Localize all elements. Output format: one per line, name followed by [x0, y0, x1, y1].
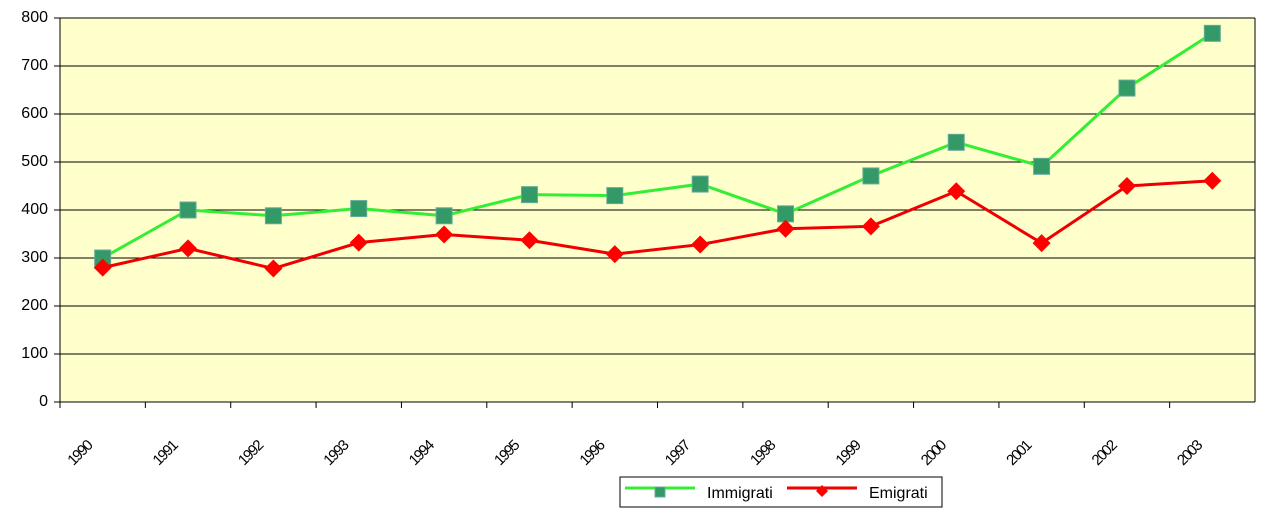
legend-box	[619, 476, 943, 508]
marker	[861, 217, 880, 236]
x-tick-label: 1992	[235, 437, 267, 469]
marker	[1117, 177, 1136, 195]
marker	[435, 225, 454, 244]
marker	[179, 201, 197, 219]
x-tick-label: 1995	[491, 437, 523, 469]
marker	[1203, 171, 1222, 190]
x-tick-label: 1994	[406, 437, 438, 469]
marker	[93, 258, 112, 277]
marker	[264, 259, 283, 278]
marker	[1203, 24, 1221, 42]
x-tick-label: 2003	[1174, 437, 1206, 469]
marker	[606, 187, 624, 205]
x-tick-label: 1999	[832, 437, 864, 469]
marker	[264, 207, 282, 225]
y-tick-label: 200	[21, 297, 48, 314]
x-tick-label: 1990	[64, 437, 96, 469]
legend: Immigrati Emigrati	[619, 476, 943, 508]
marker	[1033, 157, 1051, 175]
marker	[777, 205, 795, 223]
marker	[605, 245, 624, 264]
legend-label: Emigrati	[869, 485, 928, 502]
y-tick-label: 600	[21, 105, 48, 122]
marker	[862, 167, 880, 185]
y-tick-label: 500	[21, 153, 48, 170]
y-tick-label: 400	[21, 201, 48, 218]
marker	[947, 182, 966, 201]
marker	[520, 186, 538, 204]
x-tick-label: 1996	[576, 437, 608, 469]
marker	[654, 486, 666, 498]
y-tick-label: 0	[39, 393, 48, 410]
marker	[520, 231, 539, 250]
x-tick-label: 2000	[918, 437, 950, 469]
series-line	[102, 179, 1213, 271]
x-tick-label: 1993	[320, 437, 352, 469]
marker	[776, 219, 795, 238]
y-tick-label: 100	[21, 345, 48, 362]
y-tick-label: 700	[21, 57, 48, 74]
y-tick-label: 300	[21, 249, 48, 266]
x-tick-label: 2001	[1003, 437, 1035, 469]
marker	[691, 235, 710, 254]
x-tick-label: 1997	[662, 437, 694, 469]
legend-label: Immigrati	[707, 485, 773, 502]
marker	[349, 233, 368, 252]
y-tick-label: 800	[21, 9, 48, 26]
series-line	[101, 32, 1214, 260]
marker	[1118, 79, 1136, 97]
x-tick-label: 1998	[747, 437, 779, 469]
marker	[179, 239, 198, 258]
x-tick-label: 2002	[1089, 437, 1121, 469]
marker	[691, 175, 709, 193]
marker	[350, 200, 368, 218]
x-tick-label: 1991	[150, 437, 182, 469]
marker	[947, 133, 965, 151]
marker	[1032, 234, 1051, 253]
marker	[435, 207, 453, 225]
marker	[816, 485, 828, 497]
